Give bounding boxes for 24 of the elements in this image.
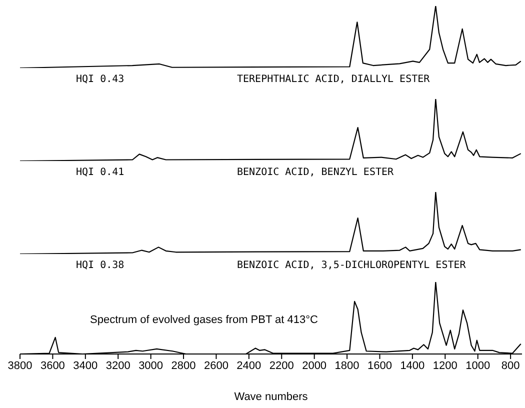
- text: HQI 0.38: [76, 260, 124, 271]
- text: BENZOIC ACID, BENZYL ESTER: [237, 167, 394, 178]
- x-tick-label: 1800: [334, 360, 360, 372]
- x-tick-label: 1600: [367, 360, 392, 372]
- x-tick-label: 2000: [302, 360, 327, 372]
- annotation: Spectrum of evolved gases from PBT at 413°C: [90, 314, 318, 326]
- x-tick-label: 3800: [8, 360, 32, 372]
- text: TEREPHTHALIC ACID, DIALLYL ESTER: [237, 74, 430, 85]
- x-tick-label: 3400: [73, 360, 98, 372]
- text: BENZOIC ACID, 3,5-DICHLOROPENTYL ESTER: [237, 260, 466, 271]
- x-tick-label: 3600: [40, 360, 65, 372]
- x-tick-label: 1000: [466, 360, 490, 372]
- x-tick-label: 800: [501, 360, 520, 372]
- x-tick-label: 3200: [106, 360, 130, 372]
- x-tick-label: 1400: [400, 360, 425, 372]
- x-axis-title: Wave numbers: [234, 391, 308, 403]
- x-tick-label: 1200: [432, 360, 458, 372]
- x-tick-label: 2800: [171, 360, 196, 372]
- x-tick-label: 2400: [236, 360, 262, 372]
- x-tick-label: 3000: [138, 360, 164, 372]
- x-tick-label: 2200: [269, 360, 294, 372]
- x-tick-label: 2600: [204, 360, 228, 372]
- text: HQI 0.43: [76, 74, 124, 85]
- text: HQI 0.41: [76, 167, 124, 178]
